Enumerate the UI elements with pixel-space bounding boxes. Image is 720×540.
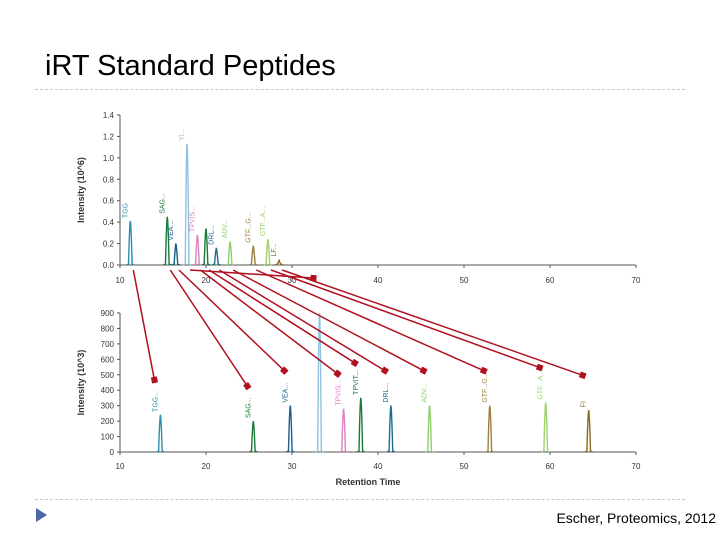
peak-label-bottom-0: TGG... bbox=[152, 391, 159, 412]
shift-arrow-2 bbox=[178, 269, 289, 375]
peak-label-bottom-1: SAG... bbox=[245, 397, 252, 418]
x-tick-label: 50 bbox=[460, 276, 469, 285]
peak-label-bottom-8: GTF...G... bbox=[482, 372, 489, 402]
shift-arrow-3 bbox=[199, 269, 342, 378]
peak-bottom-0 bbox=[156, 414, 165, 453]
x-tick-label: 20 bbox=[202, 276, 211, 285]
peak-bottom-2 bbox=[285, 405, 295, 453]
peak-top-4 bbox=[193, 234, 202, 266]
y-tick-label: 600 bbox=[101, 355, 115, 364]
peak-label-top-7: ADV... bbox=[222, 219, 229, 239]
shift-arrow-1 bbox=[169, 269, 252, 391]
peak-top-10 bbox=[274, 259, 284, 266]
shift-arrow-5 bbox=[218, 269, 390, 375]
peak-label-top-0: TGG bbox=[122, 203, 129, 218]
x-tick-label: 70 bbox=[632, 276, 641, 285]
y-tick-label: 1.2 bbox=[103, 132, 115, 141]
y-tick-label: 1.0 bbox=[103, 154, 115, 163]
peak-label-top-8: GTF...G... bbox=[245, 212, 252, 242]
x-tick-label: 40 bbox=[374, 462, 383, 471]
y-tick-label: 800 bbox=[101, 324, 115, 333]
peak-bottom-5 bbox=[356, 397, 366, 453]
peak-label-bottom-7: ADV... bbox=[422, 383, 429, 403]
x-tick-label: 40 bbox=[374, 276, 383, 285]
peak-top-8 bbox=[249, 245, 258, 266]
peak-bottom-7 bbox=[425, 405, 434, 453]
peak-bottom-1 bbox=[249, 420, 258, 453]
top-chart-panel: 0.0 0.2 0.4 0.6 0.8 1.0 1.2 1.4 10 20 30 40 50 60 70 In… bbox=[76, 111, 641, 285]
y-tick-label: 900 bbox=[101, 309, 115, 318]
peak-label-top-4: TPVIS... bbox=[189, 206, 196, 232]
shift-arrow-4 bbox=[208, 269, 359, 368]
y-tick-label: 0.8 bbox=[103, 175, 115, 184]
x-tick-label: 30 bbox=[288, 276, 297, 285]
peak-top-6 bbox=[212, 247, 221, 266]
shift-arrow-6 bbox=[232, 269, 428, 375]
peak-label-top-10: LF... bbox=[271, 243, 278, 256]
shift-arrow-8 bbox=[270, 269, 544, 372]
peak-bottom-9 bbox=[541, 402, 550, 453]
peak-label-top-9: GTF...A... bbox=[260, 207, 267, 237]
peak-label-top-1: SAG... bbox=[159, 193, 166, 214]
peak-bottom-10 bbox=[584, 410, 593, 453]
y-axis-label: Intensity (10^3) bbox=[76, 350, 86, 416]
x-tick-label: 70 bbox=[632, 462, 641, 471]
peak-label-bottom-5: TPVIT... bbox=[353, 370, 360, 395]
shift-arrow-9 bbox=[281, 269, 587, 380]
x-tick-label: 20 bbox=[202, 462, 211, 471]
peak-top-5 bbox=[201, 228, 211, 266]
x-tick-label: 10 bbox=[116, 276, 125, 285]
x-tick-label: 60 bbox=[546, 462, 555, 471]
retention-shift-arrows bbox=[132, 269, 587, 391]
x-tick-label: 10 bbox=[116, 462, 125, 471]
peak-top-7 bbox=[225, 241, 235, 266]
y-axis-label: Intensity (10^6) bbox=[76, 157, 86, 223]
y-tick-label: 500 bbox=[101, 371, 115, 380]
x-tick-label: 60 bbox=[546, 276, 555, 285]
retention-time-figure: 0.0 0.2 0.4 0.6 0.8 1.0 1.2 1.4 10 20 30 40 50 60 70 In… bbox=[76, 111, 641, 487]
y-tick-label: 700 bbox=[101, 340, 115, 349]
y-tick-label: 300 bbox=[101, 402, 115, 411]
slide-title: iRT Standard Peptides bbox=[45, 50, 336, 82]
peak-bottom-6 bbox=[386, 405, 396, 453]
shift-arrow-7 bbox=[255, 269, 488, 375]
peak-bottom-8 bbox=[485, 405, 495, 453]
peak-top-0 bbox=[126, 220, 135, 266]
footer-divider bbox=[35, 499, 685, 500]
y-tick-label: 0.6 bbox=[103, 197, 115, 206]
y-tick-label: 1.4 bbox=[103, 111, 115, 120]
y-tick-label: 0.0 bbox=[103, 261, 115, 270]
bottom-chart-panel: 0 100 200 300 400 500 600 700 800 900 10 20 30 40 50 60… bbox=[76, 309, 641, 487]
peak-label-bottom-10: FI bbox=[581, 401, 588, 407]
slide-nav-marker-icon bbox=[36, 508, 47, 522]
title-divider bbox=[35, 89, 685, 90]
peak-label-bottom-4: TPVIS... bbox=[336, 380, 343, 406]
peak-label-bottom-2: VEA... bbox=[282, 383, 289, 403]
y-tick-label: 0.4 bbox=[103, 218, 115, 227]
y-tick-label: 400 bbox=[101, 386, 115, 395]
shift-arrow-10 bbox=[190, 269, 317, 282]
peak-top-9 bbox=[263, 239, 273, 266]
peak-label-top-3: YI... bbox=[179, 128, 186, 141]
peak-bottom-4 bbox=[339, 408, 348, 453]
x-axis-label: Retention Time bbox=[336, 477, 401, 487]
peak-top-2 bbox=[171, 243, 181, 266]
y-tick-label: 200 bbox=[101, 417, 115, 426]
y-tick-label: 0.2 bbox=[103, 240, 115, 249]
peak-top-1 bbox=[163, 216, 172, 266]
peak-label-bottom-6: DRL... bbox=[383, 383, 390, 403]
peak-label-bottom-9: GTF...A... bbox=[538, 370, 545, 400]
y-tick-label: 0 bbox=[110, 448, 115, 457]
y-tick-label: 100 bbox=[101, 433, 115, 442]
citation: Escher, Proteomics, 2012 bbox=[556, 510, 716, 526]
peak-bottom-3 bbox=[315, 312, 324, 453]
peak-label-top-6: DRL... bbox=[208, 225, 215, 245]
x-tick-label: 30 bbox=[288, 462, 297, 471]
peak-top-3 bbox=[182, 143, 192, 266]
x-tick-label: 50 bbox=[460, 462, 469, 471]
shift-arrow-0 bbox=[132, 269, 158, 384]
peak-label-top-2: VEA... bbox=[168, 221, 175, 241]
